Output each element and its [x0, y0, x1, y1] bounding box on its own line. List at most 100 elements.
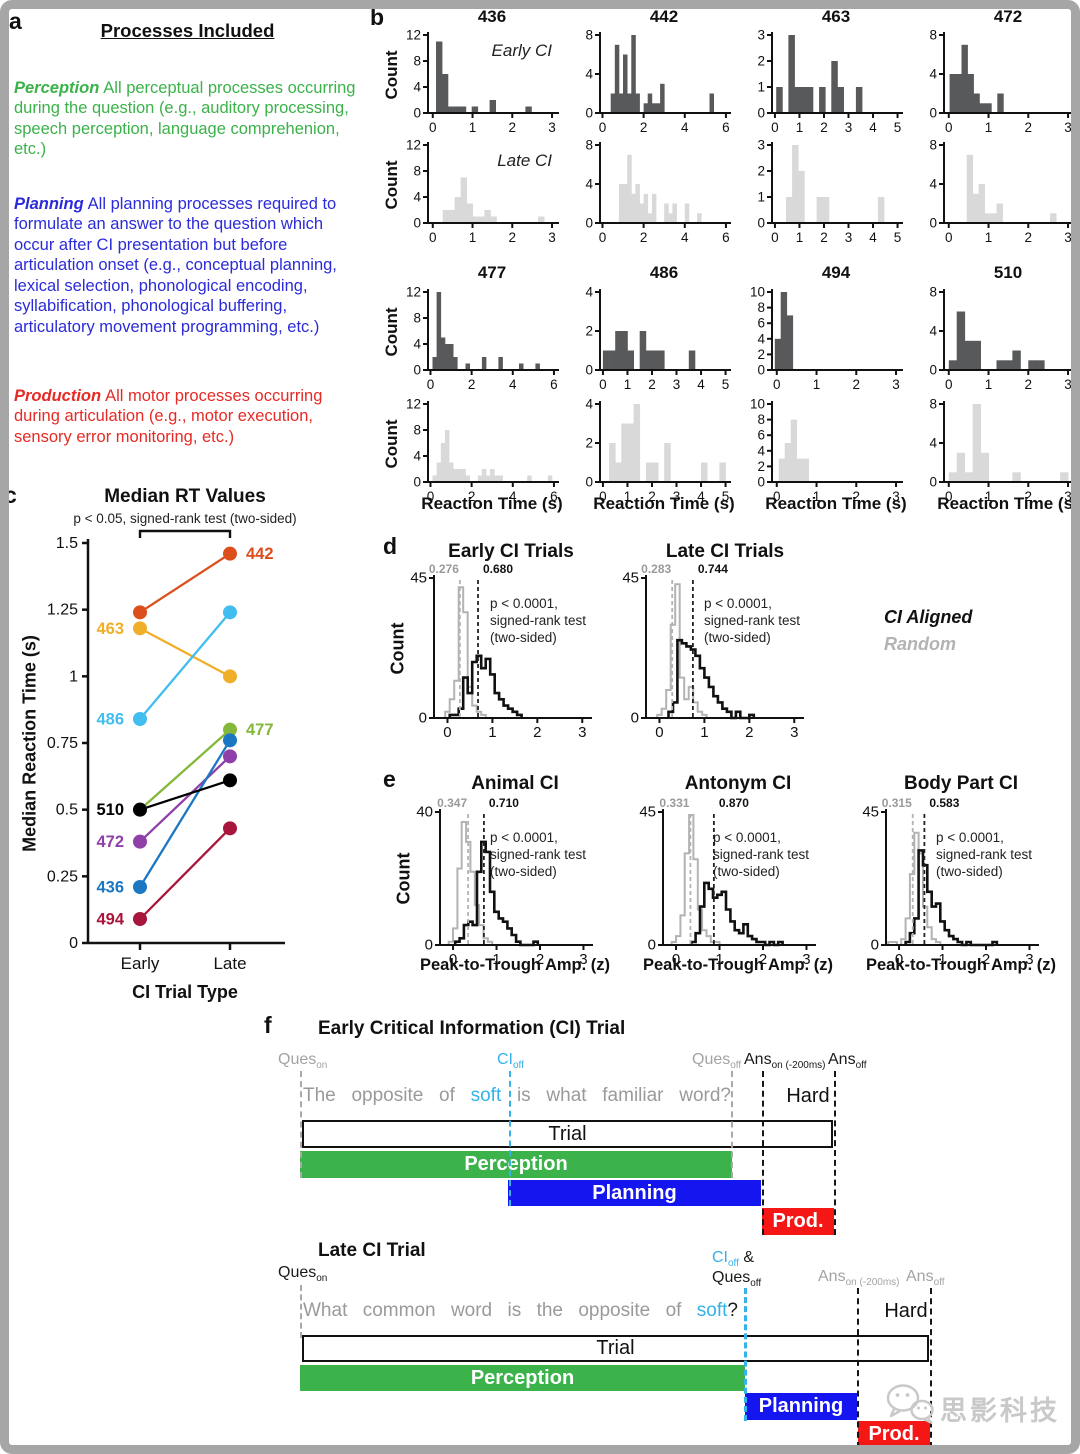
svg-text:3: 3 [892, 489, 900, 504]
ans-off-marker: Ansoff [906, 1268, 945, 1289]
hist-442-late: 0 4 8 0 2 4 6 [566, 137, 742, 252]
svg-text:(two-sided): (two-sided) [936, 864, 1003, 879]
reaction-time-axis-label: Reaction Time (s) [765, 494, 907, 513]
svg-text:0.331: 0.331 [659, 796, 689, 810]
svg-text:1: 1 [938, 951, 946, 968]
late-ci-row-label: Late CI [497, 151, 552, 170]
hist-436-late: 0 4 8 12 0 1 2 3 [394, 137, 570, 252]
svg-text:1: 1 [700, 724, 708, 741]
svg-text:2: 2 [853, 377, 861, 392]
svg-text:0.710: 0.710 [489, 796, 519, 810]
hist-510-early: 0 4 8 0 1 2 3 [910, 284, 1080, 399]
svg-text:0: 0 [895, 951, 903, 968]
svg-text:0: 0 [929, 475, 937, 490]
svg-text:3: 3 [802, 951, 810, 968]
svg-text:1: 1 [985, 230, 993, 245]
svg-text:45: 45 [862, 804, 879, 821]
svg-text:1: 1 [796, 230, 804, 245]
svg-text:0.276: 0.276 [429, 562, 459, 576]
early-production-bar: Prod. [762, 1208, 834, 1235]
production-text: All motor processes occurring during art… [14, 387, 323, 446]
svg-text:6: 6 [757, 316, 765, 331]
svg-text:1: 1 [985, 377, 993, 392]
svg-text:0: 0 [69, 935, 78, 952]
svg-text:0.25: 0.25 [47, 868, 78, 885]
svg-text:3: 3 [1064, 230, 1072, 245]
svg-text:4: 4 [697, 377, 705, 392]
svg-text:477: 477 [246, 721, 274, 739]
svg-text:signed-rank test: signed-rank test [490, 613, 586, 628]
watermark-text: 思影科技 [940, 1396, 1060, 1426]
svg-text:0: 0 [929, 106, 937, 121]
panel-e-label: e [383, 766, 396, 792]
ques-off-marker: Quesoff [692, 1051, 742, 1072]
svg-text:2: 2 [1025, 377, 1033, 392]
svg-text:0: 0 [585, 106, 593, 121]
svg-text:4: 4 [929, 324, 937, 339]
svg-text:0: 0 [757, 363, 765, 378]
late-perception-bar: Perception [300, 1365, 745, 1391]
svg-text:1: 1 [796, 120, 804, 135]
svg-text:Early: Early [121, 954, 160, 973]
svg-text:2: 2 [640, 230, 648, 245]
svg-text:4: 4 [585, 285, 593, 300]
planning-text: All planning processes required to formu… [14, 195, 337, 336]
subject-442-title: 442 [649, 7, 679, 26]
svg-text:3: 3 [845, 120, 853, 135]
perception-text: All perceptual processes occurring durin… [14, 79, 356, 159]
svg-text:8: 8 [929, 285, 937, 300]
svg-text:2: 2 [982, 951, 990, 968]
reaction-time-axis-label: Reaction Time (s) [593, 494, 735, 513]
subject-436-title: 436 [477, 7, 507, 26]
svg-text:10: 10 [750, 397, 765, 412]
svg-text:2: 2 [640, 120, 648, 135]
svg-text:0: 0 [413, 363, 421, 378]
svg-text:2: 2 [1025, 230, 1033, 245]
ans-off-marker: Ansoff [828, 1051, 867, 1072]
hist-510-late: 0 4 8 0 1 2 3 [910, 396, 1080, 511]
svg-text:8: 8 [757, 300, 765, 315]
svg-text:3: 3 [1064, 489, 1072, 504]
step-hist-body-part-ci: 0.315 0.583 0 45 0 1 2 3 p < 0.0001, signed-rank … [852, 794, 1050, 974]
svg-text:signed-rank test: signed-rank test [713, 847, 809, 862]
ans-on-marker: Anson (-200ms) [818, 1268, 900, 1289]
svg-text:0: 0 [443, 724, 451, 741]
svg-text:4: 4 [585, 397, 593, 412]
hist-463-early: 0 1 2 3 0 1 2 3 4 5 [738, 27, 914, 142]
svg-text:4: 4 [929, 177, 937, 192]
svg-text:8: 8 [585, 28, 593, 43]
svg-text:2: 2 [757, 347, 765, 362]
svg-text:8: 8 [413, 311, 421, 326]
svg-text:4: 4 [585, 67, 593, 82]
svg-text:0: 0 [449, 951, 457, 968]
ans-on-dashline [762, 1071, 764, 1235]
svg-text:3: 3 [673, 377, 681, 392]
svg-text:p < 0.0001,: p < 0.0001, [490, 830, 558, 845]
svg-text:0.5: 0.5 [56, 802, 78, 819]
ques-on-marker: Queson [278, 1264, 328, 1285]
ans-on-dashline [857, 1288, 859, 1448]
svg-text:6: 6 [550, 377, 558, 392]
hist-436-early: 0 4 8 12 0 1 2 3 [394, 27, 570, 142]
ans-off-dashline [834, 1071, 836, 1235]
svg-text:1: 1 [469, 230, 477, 245]
ci-off-ques-off-dashline [744, 1288, 747, 1421]
ques-on-marker: Queson [278, 1051, 328, 1072]
panel-f-label: f [264, 1012, 272, 1038]
svg-text:0.744: 0.744 [698, 562, 728, 576]
svg-text:4: 4 [413, 190, 421, 205]
svg-text:2: 2 [820, 230, 828, 245]
svg-text:3: 3 [1064, 120, 1072, 135]
svg-text:0: 0 [429, 230, 437, 245]
svg-text:0: 0 [599, 120, 607, 135]
svg-text:0: 0 [413, 216, 421, 231]
svg-text:4: 4 [681, 230, 689, 245]
svg-text:0: 0 [599, 489, 607, 504]
late-answer-word: Hard [884, 1300, 928, 1322]
ques-on-dashline [300, 1071, 302, 1178]
svg-text:0: 0 [413, 106, 421, 121]
svg-text:0: 0 [648, 937, 656, 954]
step-hist-early-ci: 0.276 0.680 0 45 0 1 2 3 p < 0.0001, signed-rank … [400, 560, 603, 747]
svg-text:4: 4 [757, 331, 765, 346]
perception-term: Perception [14, 79, 100, 97]
